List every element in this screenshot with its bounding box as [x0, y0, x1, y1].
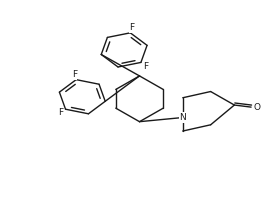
- Text: F: F: [72, 70, 77, 79]
- Text: N: N: [179, 113, 186, 122]
- Text: F: F: [58, 108, 63, 117]
- Text: F: F: [129, 23, 135, 32]
- Text: F: F: [143, 62, 148, 71]
- Text: O: O: [254, 103, 261, 112]
